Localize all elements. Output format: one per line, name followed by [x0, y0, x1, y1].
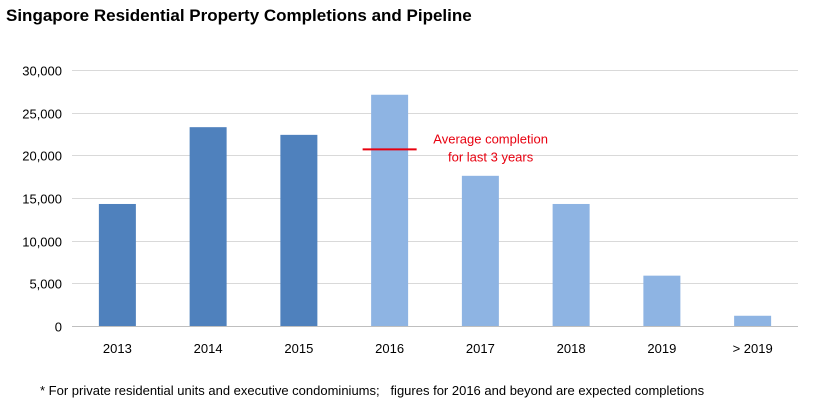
x-tick-label: 2015 — [284, 341, 313, 356]
bar-2014 — [189, 127, 227, 326]
average-annotation: Average completion for last 3 years — [362, 131, 548, 164]
bar-2015 — [280, 134, 318, 326]
y-tick-label: 15,000 — [22, 192, 62, 207]
bars — [98, 94, 772, 326]
x-tick-label: 2019 — [647, 341, 676, 356]
y-tick-label: 5,000 — [29, 277, 62, 292]
x-tick-label: > 2019 — [733, 341, 773, 356]
bar-2019 — [643, 275, 681, 326]
bar-2018 — [552, 203, 590, 326]
bar-2013 — [98, 203, 136, 326]
y-tick-label: 20,000 — [22, 149, 62, 164]
footnote: * For private residential units and exec… — [40, 383, 705, 398]
x-tick-label: 2018 — [557, 341, 586, 356]
annotation-label-line1: Average completion — [433, 131, 548, 146]
x-tick-label: 2014 — [194, 341, 223, 356]
y-tick-label: 10,000 — [22, 235, 62, 250]
x-tick-label: 2013 — [103, 341, 132, 356]
bar-chart: 0 5,000 10,000 15,000 20,000 25,000 30,000 201… — [22, 64, 798, 356]
chart-title: Singapore Residential Property Completio… — [6, 6, 472, 25]
bar-2019 — [734, 315, 772, 326]
y-tick-label: 25,000 — [22, 107, 62, 122]
bar-2016 — [371, 94, 409, 326]
y-tick-label: 0 — [55, 320, 62, 335]
x-tick-label: 2017 — [466, 341, 495, 356]
annotation-label-line2: for last 3 years — [448, 149, 534, 164]
x-tick-label: 2016 — [375, 341, 404, 356]
x-axis-tick-labels: 2013 2014 2015 2016 2017 2018 2019 > 2019 — [103, 341, 773, 356]
y-axis-tick-labels: 0 5,000 10,000 15,000 20,000 25,000 30,000 — [22, 64, 62, 335]
bar-2017 — [461, 175, 499, 326]
grid-lines — [72, 70, 798, 327]
y-tick-label: 30,000 — [22, 64, 62, 79]
